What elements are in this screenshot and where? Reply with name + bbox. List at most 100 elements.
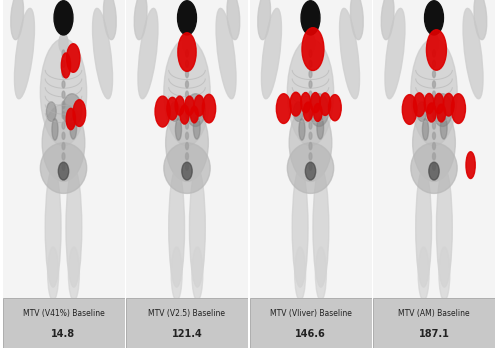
Ellipse shape	[262, 8, 281, 99]
Circle shape	[62, 132, 65, 139]
Ellipse shape	[227, 0, 240, 40]
Ellipse shape	[194, 95, 204, 116]
Circle shape	[309, 132, 312, 139]
Text: MTV (AM) Baseline: MTV (AM) Baseline	[398, 309, 470, 318]
Circle shape	[432, 112, 436, 119]
Circle shape	[309, 60, 312, 68]
Circle shape	[186, 50, 188, 57]
Ellipse shape	[290, 92, 302, 116]
Ellipse shape	[178, 1, 197, 35]
Ellipse shape	[104, 0, 117, 40]
Ellipse shape	[62, 94, 82, 126]
Ellipse shape	[440, 117, 447, 139]
Circle shape	[62, 112, 65, 119]
Ellipse shape	[313, 168, 329, 287]
Circle shape	[432, 71, 436, 78]
Ellipse shape	[40, 39, 86, 146]
Circle shape	[309, 101, 312, 109]
Ellipse shape	[427, 103, 436, 122]
Ellipse shape	[190, 168, 206, 287]
Ellipse shape	[422, 119, 428, 140]
Ellipse shape	[167, 97, 178, 120]
Ellipse shape	[289, 104, 332, 182]
Ellipse shape	[466, 152, 475, 179]
Ellipse shape	[276, 94, 291, 124]
Ellipse shape	[175, 96, 184, 115]
Circle shape	[432, 101, 436, 109]
Ellipse shape	[416, 168, 432, 287]
Ellipse shape	[412, 104, 456, 182]
Ellipse shape	[306, 162, 316, 180]
Ellipse shape	[45, 168, 61, 287]
Text: MTV (Vliver) Baseline: MTV (Vliver) Baseline	[270, 309, 351, 318]
Ellipse shape	[429, 162, 439, 180]
Ellipse shape	[176, 119, 182, 140]
Ellipse shape	[310, 93, 320, 113]
Ellipse shape	[54, 1, 73, 35]
Ellipse shape	[66, 168, 82, 287]
Circle shape	[309, 91, 312, 98]
Circle shape	[62, 163, 65, 170]
Circle shape	[62, 122, 65, 129]
Circle shape	[186, 60, 188, 68]
Circle shape	[432, 132, 436, 139]
Ellipse shape	[258, 0, 270, 40]
Ellipse shape	[46, 102, 56, 121]
Text: MTV (V41%) Baseline: MTV (V41%) Baseline	[22, 309, 104, 318]
Ellipse shape	[350, 0, 364, 40]
Ellipse shape	[299, 119, 305, 140]
Circle shape	[186, 163, 188, 170]
Ellipse shape	[155, 96, 170, 127]
Circle shape	[62, 81, 65, 88]
Ellipse shape	[402, 95, 417, 124]
Ellipse shape	[306, 33, 315, 53]
Ellipse shape	[314, 104, 322, 121]
Circle shape	[62, 142, 65, 150]
Ellipse shape	[192, 247, 203, 301]
Ellipse shape	[304, 102, 312, 121]
Circle shape	[309, 71, 312, 78]
Ellipse shape	[66, 108, 76, 130]
Circle shape	[432, 142, 436, 150]
Ellipse shape	[294, 247, 306, 301]
Text: 187.1: 187.1	[418, 329, 450, 339]
Circle shape	[309, 122, 312, 129]
Circle shape	[186, 112, 188, 119]
Ellipse shape	[138, 8, 158, 99]
Ellipse shape	[411, 39, 457, 146]
Ellipse shape	[317, 117, 324, 139]
Ellipse shape	[328, 95, 341, 121]
Text: 14.8: 14.8	[52, 329, 76, 339]
Ellipse shape	[302, 28, 324, 71]
FancyBboxPatch shape	[126, 298, 248, 348]
Circle shape	[309, 142, 312, 150]
Ellipse shape	[59, 33, 68, 53]
Ellipse shape	[190, 106, 198, 123]
Circle shape	[309, 163, 312, 170]
Ellipse shape	[14, 8, 34, 99]
Circle shape	[62, 50, 65, 57]
Circle shape	[62, 91, 65, 98]
Circle shape	[186, 91, 188, 98]
Circle shape	[432, 50, 436, 57]
Text: 121.4: 121.4	[172, 329, 202, 339]
Ellipse shape	[414, 93, 425, 117]
Ellipse shape	[411, 143, 457, 193]
Ellipse shape	[171, 247, 182, 301]
Ellipse shape	[474, 0, 487, 40]
Circle shape	[309, 153, 312, 160]
Ellipse shape	[168, 168, 184, 287]
Ellipse shape	[92, 8, 112, 99]
Text: 146.6: 146.6	[295, 329, 326, 339]
Ellipse shape	[42, 104, 85, 182]
Circle shape	[309, 50, 312, 57]
Ellipse shape	[424, 1, 444, 35]
Ellipse shape	[385, 8, 405, 99]
Circle shape	[186, 101, 188, 109]
Ellipse shape	[439, 247, 450, 301]
Circle shape	[62, 101, 65, 109]
Circle shape	[62, 60, 65, 68]
Ellipse shape	[433, 94, 452, 126]
Circle shape	[309, 112, 312, 119]
Circle shape	[432, 153, 436, 160]
